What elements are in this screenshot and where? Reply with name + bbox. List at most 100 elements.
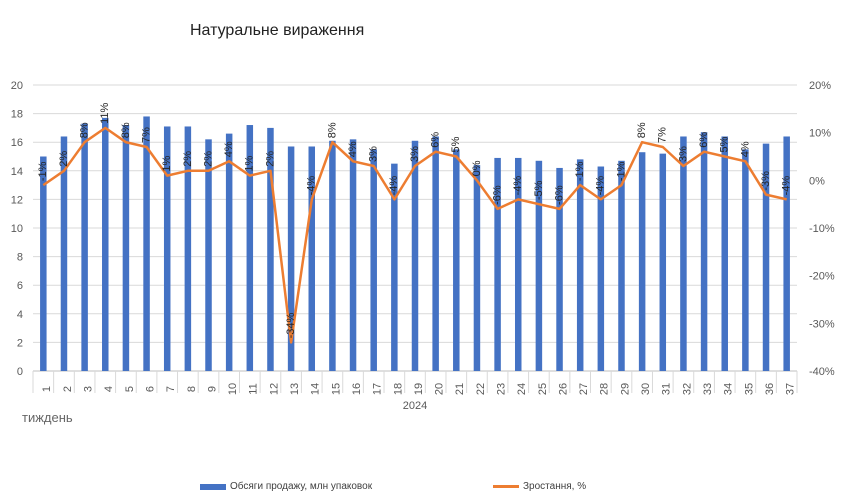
bar xyxy=(184,126,192,371)
x-tick-label: 29 xyxy=(619,383,631,395)
growth-data-label: 8% xyxy=(326,122,338,138)
bar xyxy=(143,116,150,372)
x-tick-label: 20 xyxy=(434,383,446,395)
growth-data-label: 4% xyxy=(223,141,235,157)
growth-data-label: 3% xyxy=(409,146,421,162)
bar xyxy=(556,167,563,371)
bar xyxy=(680,136,687,371)
x-tick-label: 23 xyxy=(496,383,508,395)
bar xyxy=(349,139,357,371)
y-left-tick-label: 6 xyxy=(17,280,23,292)
growth-line xyxy=(42,126,787,344)
bar xyxy=(60,136,68,371)
bar xyxy=(638,152,646,371)
x-tick-label: 2 xyxy=(62,386,74,392)
x-tick-label: 17 xyxy=(372,383,384,395)
y-right-tick-label: -10% xyxy=(809,223,835,235)
growth-data-label: -34% xyxy=(285,313,297,339)
bar xyxy=(225,133,233,371)
x-tick-label: 5 xyxy=(124,386,136,392)
bar xyxy=(102,117,109,371)
x-tick-label: 6 xyxy=(144,386,156,392)
bar xyxy=(370,149,377,371)
growth-data-label: 4% xyxy=(739,141,751,157)
growth-data-label: 0% xyxy=(471,160,483,176)
y-left-tick-label: 18 xyxy=(11,109,23,121)
legend-swatch-growth xyxy=(493,485,519,488)
bar xyxy=(287,146,295,371)
bar xyxy=(329,140,336,371)
growth-data-label: -6% xyxy=(553,185,565,205)
growth-data-label: 2% xyxy=(182,151,194,167)
growth-data-label: 5% xyxy=(719,136,731,152)
y-right-tick-label: 10% xyxy=(809,128,831,140)
growth-data-label: -6% xyxy=(492,185,504,205)
y-right-tick-label: -30% xyxy=(809,318,835,330)
x-tick-label: 1 xyxy=(41,386,53,392)
bar xyxy=(783,136,790,371)
x-tick-label: 7 xyxy=(165,386,177,392)
growth-data-label: 1% xyxy=(161,155,173,171)
x-tick-label: 19 xyxy=(413,383,425,395)
growth-data-label: -4% xyxy=(595,176,607,196)
bar xyxy=(618,160,625,371)
growth-data-label: 11% xyxy=(99,102,111,123)
growth-data-label: 6% xyxy=(430,132,442,148)
x-tick-label: 22 xyxy=(475,383,487,395)
y-left-tick-label: 4 xyxy=(17,309,23,321)
bar xyxy=(494,157,501,371)
x-tick-label: 12 xyxy=(268,383,280,395)
bar xyxy=(267,127,274,372)
growth-data-label: 3% xyxy=(368,146,380,162)
y-left-tick-label: 20 xyxy=(11,80,23,92)
y-left-tick-label: 0 xyxy=(17,366,23,378)
x-tick-label: 8 xyxy=(186,386,198,392)
x-tick-label: 10 xyxy=(227,383,239,395)
growth-data-label: 1% xyxy=(244,155,256,171)
bar xyxy=(473,165,481,371)
growth-data-label: -1% xyxy=(574,161,586,181)
bar xyxy=(742,149,749,371)
growth-data-label: 2% xyxy=(58,151,70,167)
x-tick-label: 4 xyxy=(103,386,115,392)
legend-swatch-volume xyxy=(200,483,226,490)
y-right-tick-label: -40% xyxy=(809,366,835,378)
y-right-tick-label: 0% xyxy=(809,175,825,187)
y-left-tick-label: 12 xyxy=(11,194,23,206)
growth-data-label: 5% xyxy=(450,136,462,152)
x-tick-label: 31 xyxy=(661,383,673,395)
bar xyxy=(163,126,171,371)
bar xyxy=(391,163,398,371)
y-right-tick-label: 20% xyxy=(809,80,831,92)
legend-label-growth: Зростання, % xyxy=(523,481,587,492)
growth-data-label: 7% xyxy=(140,127,152,143)
x-tick-label: 15 xyxy=(330,383,342,395)
growth-data-label: 8% xyxy=(636,122,648,138)
x-tick-label: 33 xyxy=(702,383,714,395)
x-tick-label: 32 xyxy=(681,383,693,395)
growth-data-label: -3% xyxy=(760,171,772,191)
bar xyxy=(453,149,460,371)
x-tick-label: 11 xyxy=(248,383,260,394)
x-tick-label: 24 xyxy=(516,383,528,395)
y-left-tick-label: 14 xyxy=(11,166,23,178)
x-tick-label: 9 xyxy=(206,386,218,392)
y-right-tick-label: -20% xyxy=(809,271,835,283)
x-tick-label: 26 xyxy=(557,383,569,395)
bar xyxy=(514,157,522,371)
y-left-tick-label: 10 xyxy=(11,223,23,235)
x-tick-label: 35 xyxy=(743,383,755,395)
bar xyxy=(721,136,728,371)
x-tick-label: 21 xyxy=(454,383,466,395)
growth-data-label: -1% xyxy=(615,161,627,181)
bar xyxy=(40,156,47,371)
growth-data-label: -4% xyxy=(306,176,318,196)
bar xyxy=(576,159,584,371)
bar xyxy=(205,139,212,371)
x-tick-label: 30 xyxy=(640,383,652,395)
growth-data-label: -4% xyxy=(781,176,793,196)
x-tick-label: 14 xyxy=(310,383,322,395)
x-tick-label: 27 xyxy=(578,383,590,395)
growth-data-label: 8% xyxy=(120,122,132,138)
bar xyxy=(700,132,708,371)
